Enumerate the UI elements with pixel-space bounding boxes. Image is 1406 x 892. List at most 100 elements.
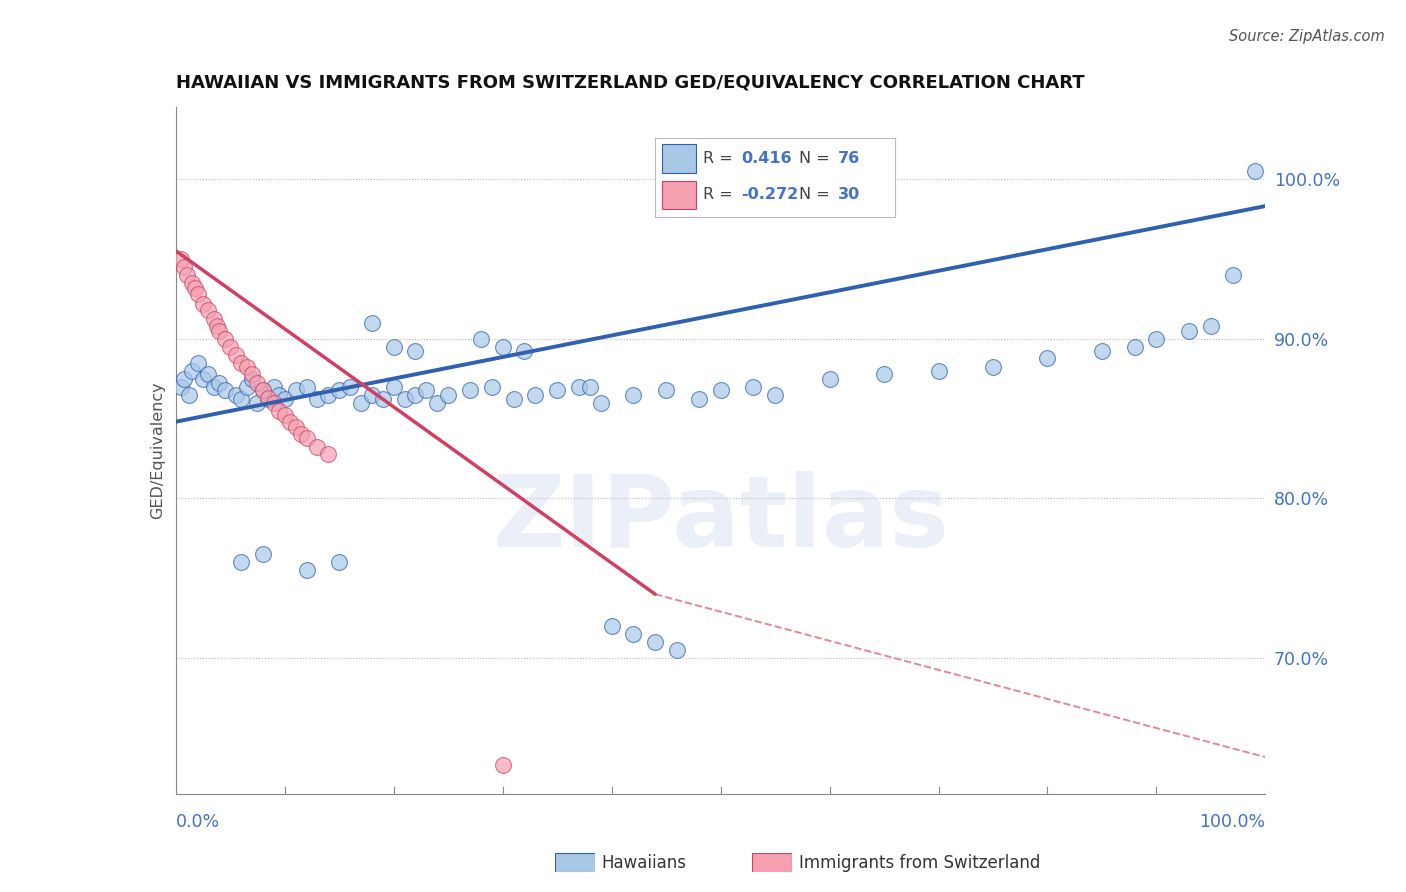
Point: [1123, 340, 1146, 354]
Point: [492, 758, 515, 772]
Point: [1243, 164, 1265, 178]
Text: 30: 30: [838, 187, 859, 202]
Point: [405, 387, 427, 401]
Point: [742, 379, 765, 393]
Point: [1199, 318, 1222, 333]
Point: [231, 555, 253, 569]
Point: [328, 383, 350, 397]
Point: [252, 383, 274, 397]
Text: 0.0%: 0.0%: [176, 813, 219, 831]
Point: [600, 619, 623, 633]
Point: [502, 392, 524, 407]
Point: [278, 415, 301, 429]
Point: [173, 371, 195, 385]
Point: [524, 387, 547, 401]
Point: [202, 312, 225, 326]
Point: [186, 356, 209, 370]
Point: [579, 379, 602, 393]
Point: [318, 387, 340, 401]
Point: [225, 348, 247, 362]
Text: N =: N =: [799, 187, 835, 202]
Point: [284, 419, 307, 434]
Point: [371, 392, 394, 407]
Point: [219, 340, 242, 354]
Point: [318, 447, 340, 461]
Point: [176, 268, 198, 282]
Point: [231, 392, 253, 407]
Point: [1222, 268, 1244, 282]
Point: [589, 395, 612, 409]
Point: [263, 395, 285, 409]
Point: [173, 260, 195, 274]
Y-axis label: GED/Equivalency: GED/Equivalency: [149, 382, 165, 519]
Point: [290, 427, 312, 442]
Point: [274, 392, 297, 407]
Bar: [662, 180, 696, 209]
Text: HAWAIIAN VS IMMIGRANTS FROM SWITZERLAND GED/EQUIVALENCY CORRELATION CHART: HAWAIIAN VS IMMIGRANTS FROM SWITZERLAND …: [176, 74, 1084, 92]
Point: [666, 643, 689, 657]
Point: [246, 376, 269, 391]
Point: [240, 367, 263, 381]
Point: [360, 316, 382, 330]
Point: [208, 324, 231, 338]
Point: [240, 371, 263, 385]
Point: [763, 387, 786, 401]
Text: ZIPatlas: ZIPatlas: [492, 471, 949, 567]
Point: [197, 302, 219, 317]
Text: Immigrants from Switzerland: Immigrants from Switzerland: [799, 854, 1040, 871]
Point: [546, 383, 568, 397]
Point: [191, 371, 214, 385]
Point: [981, 360, 1004, 375]
Point: [257, 392, 280, 407]
Point: [470, 332, 492, 346]
Point: [426, 395, 449, 409]
Point: [307, 392, 329, 407]
Point: [1178, 324, 1201, 338]
Point: [382, 340, 405, 354]
Point: [1091, 344, 1114, 359]
Text: -0.272: -0.272: [741, 187, 799, 202]
Point: [235, 379, 257, 393]
Point: [177, 387, 200, 401]
Point: [1144, 332, 1167, 346]
Point: [458, 383, 481, 397]
Point: [339, 379, 361, 393]
Point: [621, 387, 644, 401]
Point: [688, 392, 710, 407]
Point: [481, 379, 503, 393]
Point: [252, 547, 274, 561]
Point: [405, 344, 427, 359]
Point: [214, 332, 236, 346]
Point: [225, 387, 247, 401]
Point: [382, 379, 405, 393]
Point: [818, 371, 841, 385]
Point: [214, 383, 236, 397]
Point: [307, 440, 329, 454]
Point: [202, 379, 225, 393]
Text: Hawaiians: Hawaiians: [602, 854, 686, 871]
Point: [235, 360, 257, 375]
Point: [873, 367, 896, 381]
Point: [328, 555, 350, 569]
Point: [246, 395, 269, 409]
Point: [492, 340, 515, 354]
Point: [231, 356, 253, 370]
Point: [394, 392, 416, 407]
Point: [181, 276, 204, 290]
Point: [350, 395, 373, 409]
Point: [269, 403, 291, 417]
Point: [170, 252, 193, 266]
Point: [710, 383, 733, 397]
Point: [208, 376, 231, 391]
Point: [197, 367, 219, 381]
Point: [295, 563, 318, 577]
Point: [257, 391, 280, 405]
Point: [644, 635, 666, 649]
Point: [205, 318, 228, 333]
Point: [269, 387, 291, 401]
Text: Source: ZipAtlas.com: Source: ZipAtlas.com: [1229, 29, 1385, 44]
Point: [1036, 351, 1059, 365]
Point: [170, 379, 193, 393]
Point: [295, 379, 318, 393]
Point: [621, 627, 644, 641]
